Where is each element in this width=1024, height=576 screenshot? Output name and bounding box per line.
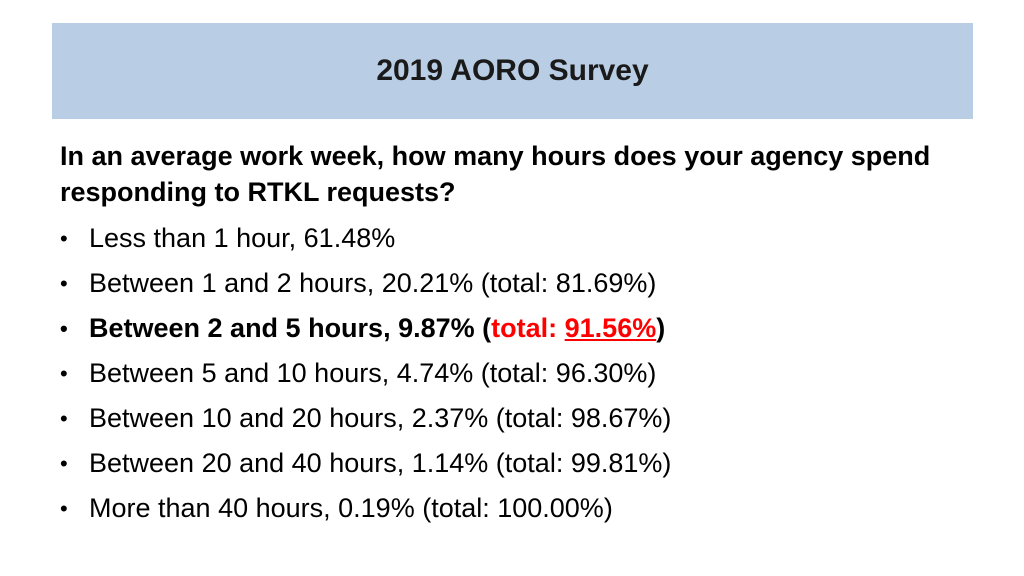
total-value: 91.56% [564, 313, 657, 343]
answer-item: • Between 5 and 10 hours, 4.74% (total: … [60, 351, 980, 396]
answer-list: • Less than 1 hour, 61.48% • Between 1 a… [60, 216, 980, 531]
answer-text: Less than 1 hour, 61.48% [89, 223, 396, 253]
bullet-icon: • [60, 451, 68, 476]
total-label: total: [491, 313, 565, 343]
title-banner: 2019 AORO Survey [52, 23, 973, 119]
bullet-icon: • [60, 496, 68, 521]
answer-item: • More than 40 hours, 0.19% (total: 100.… [60, 486, 980, 531]
bullet-icon: • [60, 226, 68, 251]
answer-item: • Between 10 and 20 hours, 2.37% (total:… [60, 396, 980, 441]
answer-text: More than 40 hours, 0.19% (total: 100.00… [89, 493, 613, 523]
bullet-icon: • [60, 316, 68, 341]
bullet-icon: • [60, 271, 68, 296]
answer-text: Between 10 and 20 hours, 2.37% (total: 9… [89, 403, 672, 433]
cumulative-total: total: 91.56% [491, 313, 656, 343]
answer-item: • Between 1 and 2 hours, 20.21% (total: … [60, 261, 980, 306]
answer-text: Between 1 and 2 hours, 20.21% (total: 81… [89, 268, 657, 298]
answer-text: Between 5 and 10 hours, 4.74% (total: 96… [89, 358, 657, 388]
bullet-icon: • [60, 361, 68, 386]
answer-suffix: ) [656, 313, 666, 343]
bullet-icon: • [60, 406, 68, 431]
survey-question: In an average work week, how many hours … [60, 141, 931, 207]
slide-title: 2019 AORO Survey [376, 54, 649, 87]
answer-item: • Between 20 and 40 hours, 1.14% (total:… [60, 441, 980, 486]
slide-body: In an average work week, how many hours … [60, 138, 980, 531]
answer-item-highlighted: • Between 2 and 5 hours, 9.87% (total: 9… [60, 306, 980, 351]
answer-text: Between 20 and 40 hours, 1.14% (total: 9… [89, 448, 672, 478]
answer-text: Between 2 and 5 hours, 9.87% ( [89, 313, 492, 343]
answer-item: • Less than 1 hour, 61.48% [60, 216, 980, 261]
